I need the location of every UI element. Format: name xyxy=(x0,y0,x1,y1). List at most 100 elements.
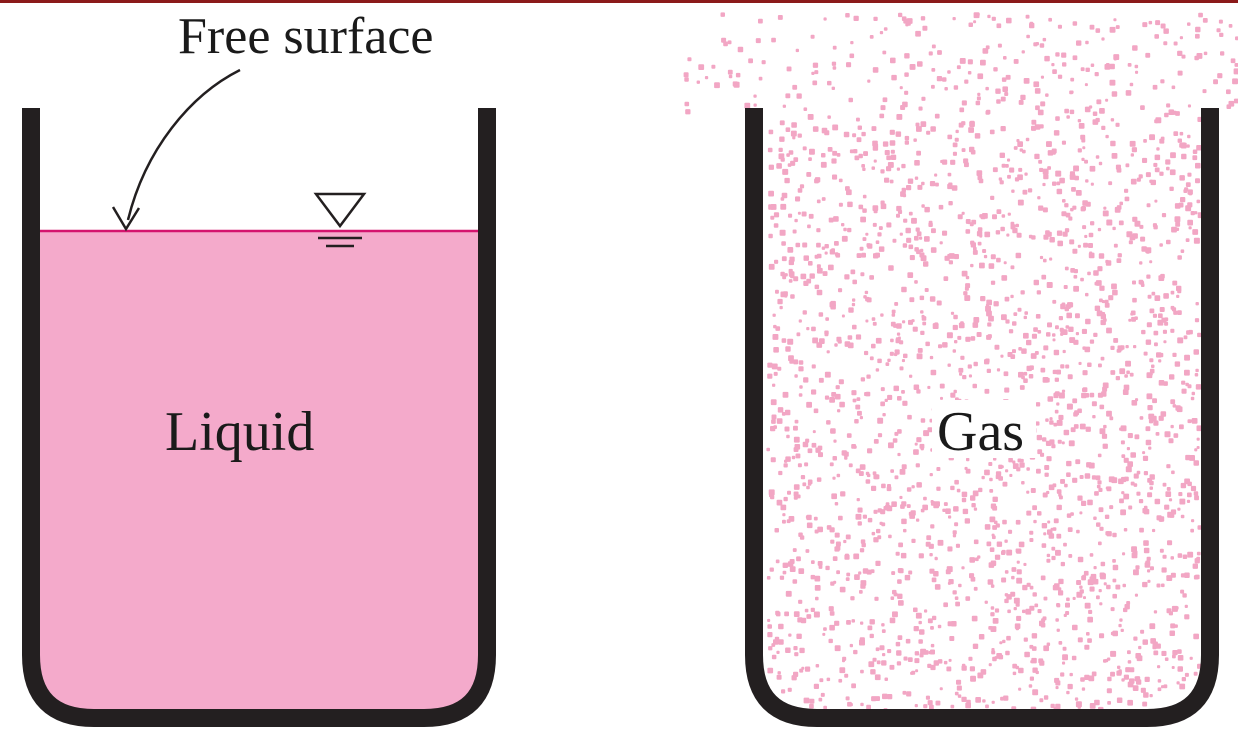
gas-molecule-dot xyxy=(898,600,904,606)
gas-molecule-dot xyxy=(1049,257,1053,261)
gas-molecule-dot xyxy=(1070,512,1074,516)
gas-molecule-dot xyxy=(1153,162,1158,167)
gas-molecule-dot xyxy=(1084,234,1088,238)
gas-molecule-dot xyxy=(1168,438,1174,444)
gas-molecule-dot xyxy=(1002,639,1006,644)
gas-molecule-dot xyxy=(1072,21,1078,26)
gas-molecule-dot xyxy=(793,359,799,365)
gas-molecule-dot xyxy=(886,222,892,228)
gas-molecule-dot xyxy=(1003,261,1007,265)
gas-molecule-dot xyxy=(1029,585,1034,590)
gas-molecule-dot xyxy=(1053,130,1060,136)
gas-molecule-dot xyxy=(930,524,935,529)
gas-molecule-dot xyxy=(1133,569,1139,576)
gas-molecule-dot xyxy=(779,575,785,580)
gas-molecule-dot xyxy=(1055,680,1061,686)
gas-molecule-dot xyxy=(1085,179,1089,183)
gas-molecule-dot xyxy=(964,518,970,524)
gas-molecule-dot xyxy=(899,232,903,236)
gas-molecule-dot xyxy=(965,596,971,601)
gas-molecule-dot xyxy=(770,426,776,432)
gas-molecule-dot xyxy=(1127,63,1132,67)
gas-molecule-dot xyxy=(912,326,918,332)
gas-molecule-dot xyxy=(1117,253,1122,258)
gas-molecule-dot xyxy=(1157,687,1162,692)
gas-molecule-dot xyxy=(771,363,778,370)
gas-molecule-dot xyxy=(1184,572,1190,578)
gas-molecule-dot xyxy=(914,442,918,446)
gas-molecule-dot xyxy=(1123,493,1130,500)
gas-molecule-dot xyxy=(1119,201,1123,206)
gas-molecule-dot xyxy=(984,359,990,365)
gas-molecule-dot xyxy=(924,288,929,292)
gas-molecule-dot xyxy=(1053,422,1058,427)
gas-molecule-dot xyxy=(991,700,995,704)
gas-molecule-dot xyxy=(901,187,906,193)
gas-molecule-dot xyxy=(1013,607,1017,611)
gas-molecule-dot xyxy=(1078,361,1082,365)
gas-molecule-dot xyxy=(687,57,692,62)
gas-molecule-dot xyxy=(798,360,804,365)
gas-molecule-dot xyxy=(772,334,779,340)
gas-molecule-dot xyxy=(853,149,858,154)
gas-molecule-dot xyxy=(1156,515,1162,521)
gas-molecule-dot xyxy=(889,140,896,146)
gas-molecule-dot xyxy=(816,264,821,269)
gas-molecule-dot xyxy=(904,72,909,77)
gas-molecule-dot xyxy=(1018,541,1025,548)
gas-molecule-dot xyxy=(916,353,923,360)
gas-molecule-dot xyxy=(914,176,919,180)
gas-molecule-dot xyxy=(855,513,862,520)
gas-molecule-dot xyxy=(1042,377,1049,383)
gas-molecule-dot xyxy=(1052,369,1057,375)
gas-molecule-dot xyxy=(1132,550,1138,556)
gas-molecule-dot xyxy=(1038,205,1044,211)
gas-molecule-dot xyxy=(891,74,897,81)
gas-molecule-dot xyxy=(1052,181,1057,186)
gas-molecule-dot xyxy=(1125,360,1131,367)
gas-molecule-dot xyxy=(803,255,809,261)
gas-molecule-dot xyxy=(1177,255,1182,260)
gas-molecule-dot xyxy=(1041,355,1046,359)
gas-molecule-dot xyxy=(794,652,799,657)
gas-molecule-dot xyxy=(1108,295,1114,301)
gas-molecule-dot xyxy=(846,62,852,68)
gas-molecule-dot xyxy=(1029,22,1035,29)
gas-molecule-dot xyxy=(828,217,834,223)
gas-molecule-dot xyxy=(1062,646,1067,651)
gas-molecule-dot xyxy=(1040,452,1045,457)
gas-molecule-dot xyxy=(1037,511,1042,516)
gas-molecule-dot xyxy=(958,322,965,329)
gas-molecule-dot xyxy=(930,247,937,253)
gas-molecule-dot xyxy=(954,522,959,527)
gas-molecule-dot xyxy=(792,579,798,584)
gas-molecule-dot xyxy=(1233,98,1238,104)
gas-molecule-dot xyxy=(997,43,1002,48)
gas-molecule-dot xyxy=(1149,368,1155,374)
liquid-container-group: Free surface Liquid xyxy=(22,8,496,727)
gas-molecule-dot xyxy=(696,80,700,84)
gas-molecule-dot xyxy=(898,12,903,18)
gas-molecule-dot xyxy=(1059,327,1064,332)
gas-molecule-dot xyxy=(954,479,959,485)
gas-molecule-dot xyxy=(872,657,877,662)
top-rule xyxy=(0,0,1238,3)
gas-molecule-dot xyxy=(976,96,981,101)
gas-molecule-dot xyxy=(1219,32,1224,37)
gas-molecule-dot xyxy=(882,413,886,417)
gas-molecule-dot xyxy=(770,204,777,210)
gas-molecule-dot xyxy=(856,397,861,401)
gas-molecule-dot xyxy=(1145,172,1151,178)
gas-molecule-dot xyxy=(1162,554,1167,559)
gas-molecule-dot xyxy=(954,596,959,600)
gas-molecule-dot xyxy=(1096,484,1101,489)
gas-molecule-dot xyxy=(937,659,943,664)
gas-molecule-dot xyxy=(994,554,1001,560)
gas-molecule-dot xyxy=(832,124,839,131)
gas-molecule-dot xyxy=(900,552,907,559)
gas-molecule-dot xyxy=(1006,17,1012,24)
gas-molecule-dot xyxy=(790,130,797,137)
gas-molecule-dot xyxy=(1112,593,1117,599)
gas-molecule-dot xyxy=(793,157,799,162)
gas-molecule-dot xyxy=(1030,353,1037,359)
